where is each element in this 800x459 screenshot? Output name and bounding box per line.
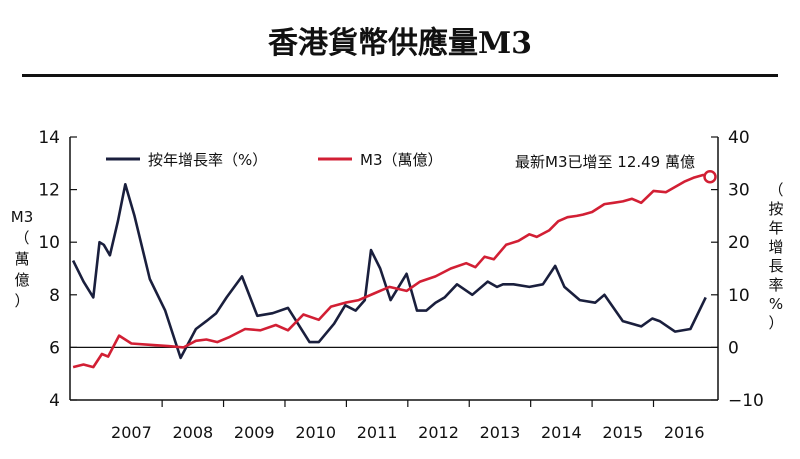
legend: 按年增長率（%） M3（萬億） [106, 151, 443, 169]
right-axis-label-char: （ [768, 181, 783, 199]
title-rule [22, 74, 778, 77]
m3-line [72, 173, 710, 369]
left-axis-label-char: M3 [11, 208, 34, 226]
left-tick-label: 8 [49, 286, 60, 306]
right-axis-label-char: 率 [768, 276, 783, 294]
right-axis-label-char: 長 [768, 257, 783, 275]
x-tick-label: 2009 [234, 423, 275, 442]
legend-label-growth: 按年增長率（%） [148, 151, 267, 169]
x-tick-label: 2012 [418, 423, 459, 442]
series-layer [71, 169, 717, 369]
growth-rate-line [71, 183, 707, 360]
right-tick-label: −10 [728, 391, 764, 411]
x-tick-label: 2010 [295, 423, 336, 442]
left-tick-label: 6 [49, 338, 60, 358]
x-tick-label: 2008 [172, 423, 213, 442]
left-tick-label: 4 [49, 391, 60, 411]
left-tick-label: 10 [38, 233, 60, 253]
right-axis-label-char: 年 [768, 219, 783, 237]
latest-m3-marker [703, 169, 717, 184]
right-tick-label: 20 [728, 233, 750, 253]
left-axis-label-char: 萬 [14, 250, 29, 268]
latest-annotation: 最新M3已增至 12.49 萬億 [515, 153, 695, 171]
right-tick-label: 0 [728, 338, 739, 358]
x-tick-label: 2014 [541, 423, 582, 442]
left-axis-label-char: （ [14, 229, 29, 247]
legend-label-m3: M3（萬億） [360, 151, 443, 169]
x-tick-label: 2016 [664, 423, 705, 442]
left-axis-label-char: ） [14, 292, 29, 310]
right-axis-label-char: 按 [768, 200, 783, 218]
right-axis-label-char: ） [768, 314, 783, 332]
right-tick-label: 40 [728, 128, 750, 148]
x-tick-label: 2015 [602, 423, 643, 442]
left-axis-label-char: 億 [14, 271, 29, 289]
right-axis-label-char: 增 [768, 238, 783, 256]
x-tick-label: 2013 [480, 423, 521, 442]
left-tick-label: 12 [38, 181, 60, 201]
right-tick-label: 30 [728, 181, 750, 201]
chart-title: 香港貨幣供應量M3 [267, 26, 533, 61]
right-axis-label-char: % [769, 295, 783, 313]
left-tick-label: 14 [38, 128, 60, 148]
x-tick-label: 2011 [357, 423, 398, 442]
right-tick-label: 10 [728, 286, 750, 306]
x-tick-label: 2007 [111, 423, 152, 442]
